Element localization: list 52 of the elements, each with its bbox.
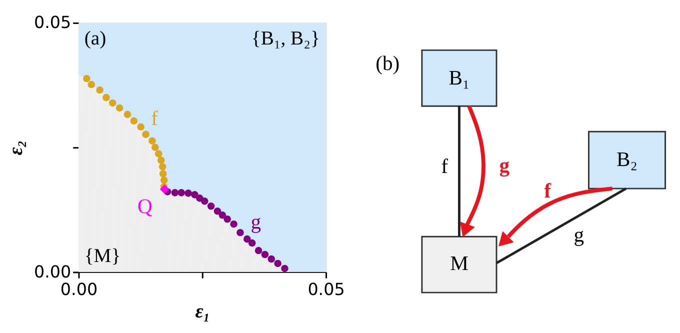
point: [248, 239, 256, 247]
annotation: f: [151, 108, 158, 130]
annotation: {B₁, B₂}: [251, 28, 320, 50]
point: [244, 235, 251, 243]
annotation: g: [250, 212, 262, 234]
point: [102, 94, 110, 102]
point: [124, 110, 132, 118]
point: [158, 163, 166, 170]
x-axis-title: ε₁: [195, 302, 210, 323]
point: [96, 86, 104, 94]
point: [207, 202, 215, 210]
point: [200, 198, 208, 205]
point: [184, 190, 192, 197]
point: [83, 74, 90, 82]
point: [152, 144, 159, 151]
point: [88, 80, 95, 88]
point: [281, 264, 288, 272]
point: [274, 260, 282, 268]
text: B₂: [616, 148, 638, 171]
text: f: [441, 156, 448, 178]
point: [268, 255, 276, 263]
point: [236, 228, 244, 236]
point: [171, 189, 179, 196]
point: [159, 170, 167, 178]
point: [108, 99, 116, 107]
point: [160, 184, 170, 194]
text: B₁: [448, 68, 470, 90]
point: [116, 104, 124, 112]
text: (b): [376, 52, 400, 75]
point: [224, 215, 231, 223]
point: [137, 123, 144, 131]
point: [154, 150, 162, 158]
point: [218, 212, 226, 219]
point: [230, 220, 238, 228]
point: [178, 189, 186, 196]
text: g: [574, 224, 584, 247]
text: M: [450, 252, 468, 275]
annotation: {M}: [84, 246, 121, 268]
point: [160, 176, 168, 184]
y-axis-title: ε₂: [6, 140, 28, 156]
point: [254, 246, 262, 254]
point: [191, 191, 198, 198]
annotation: (a): [84, 28, 106, 50]
annotation: Q: [137, 196, 152, 218]
text: f: [544, 180, 552, 202]
text: g: [499, 154, 510, 177]
point: [214, 208, 222, 215]
point: [157, 156, 165, 164]
point: [142, 130, 150, 138]
point: [130, 117, 138, 125]
point: [261, 250, 269, 258]
point: [148, 137, 156, 144]
